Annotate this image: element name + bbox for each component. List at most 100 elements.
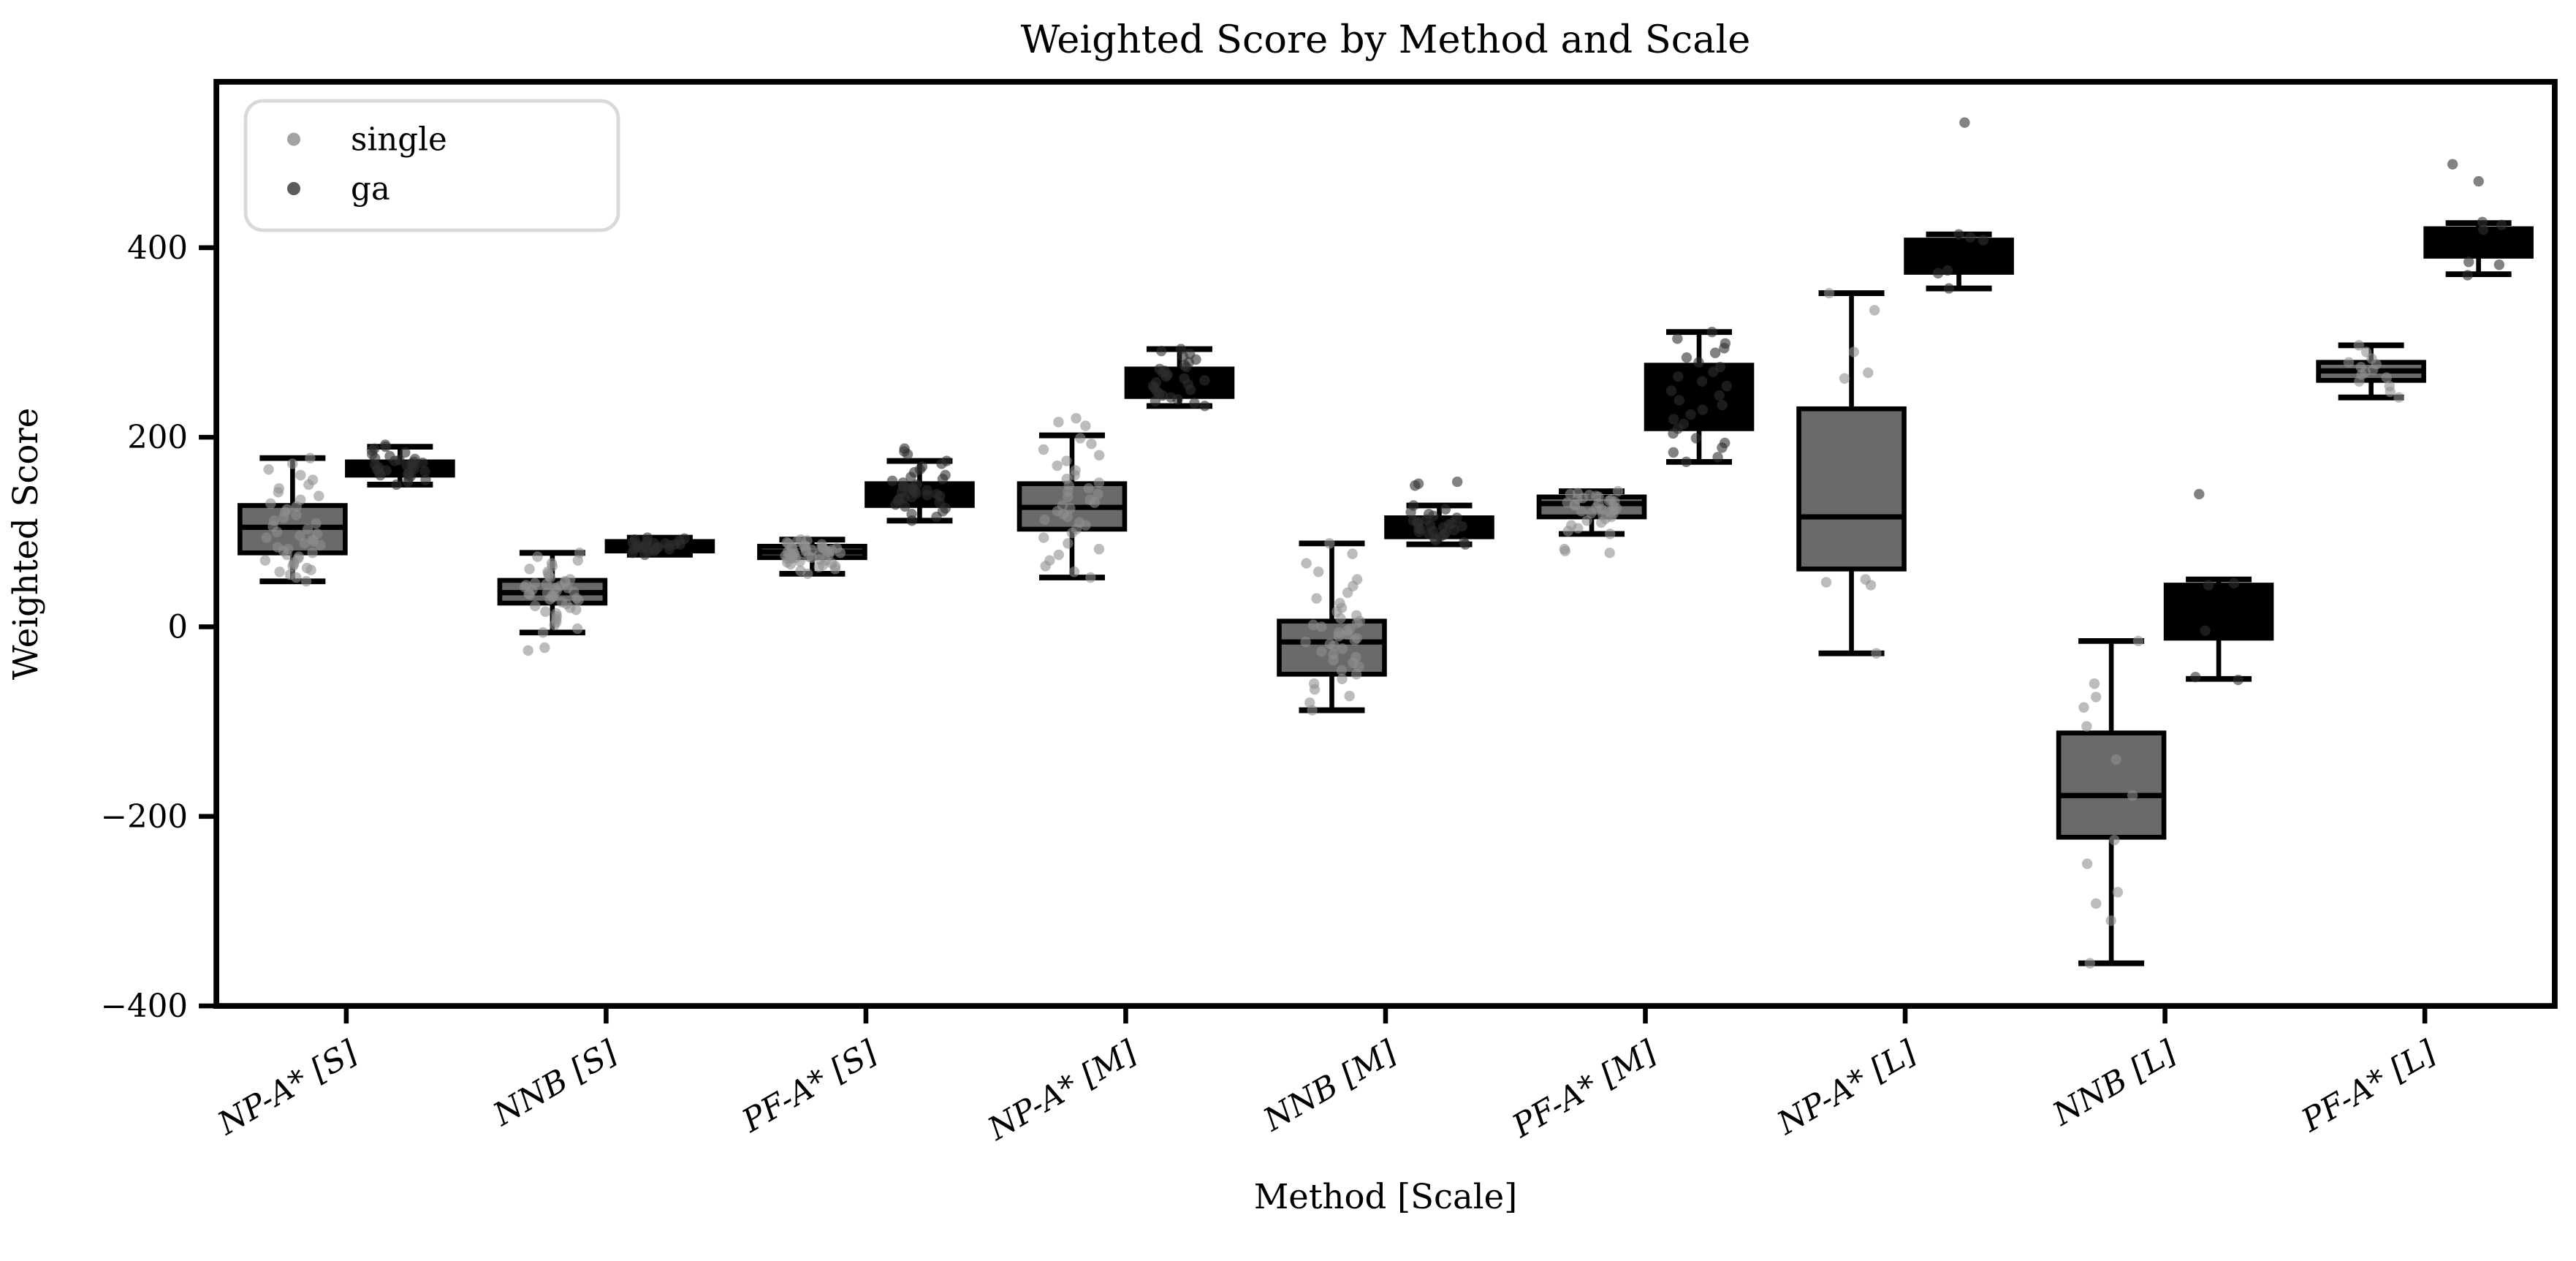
data-point	[2343, 357, 2355, 368]
x-tick-label: NP-A* [S]	[211, 1034, 364, 1143]
data-point	[2353, 340, 2365, 351]
iqr-box	[2056, 730, 2167, 840]
data-point	[1668, 447, 1679, 458]
box-ga-0	[345, 439, 455, 491]
data-point	[287, 458, 298, 469]
data-point	[300, 576, 312, 587]
data-point	[1084, 494, 1095, 505]
data-point	[307, 548, 318, 558]
data-point	[540, 606, 551, 617]
data-point	[2089, 678, 2100, 689]
data-point	[2190, 671, 2201, 683]
data-point	[261, 532, 272, 543]
data-point	[2194, 488, 2205, 500]
legend-label-single: single	[351, 122, 447, 159]
data-point	[265, 498, 276, 510]
data-point	[2447, 159, 2458, 170]
iqr-box	[2163, 583, 2274, 641]
data-point	[1612, 485, 1624, 497]
data-point	[2084, 958, 2096, 969]
data-point	[572, 623, 583, 635]
data-point	[1678, 418, 1690, 430]
iqr-box	[1796, 406, 1907, 572]
data-point	[539, 642, 550, 654]
data-point	[1820, 577, 1832, 588]
data-point	[1451, 476, 1463, 488]
data-point	[311, 518, 322, 529]
x-tick-label: NP-A* [L]	[1771, 1034, 1923, 1143]
data-point	[816, 539, 827, 550]
data-point	[911, 479, 922, 491]
data-point	[400, 447, 411, 458]
x-tick-label: PF-A* [L]	[2295, 1034, 2443, 1140]
data-point	[1308, 678, 1320, 689]
data-point	[1665, 385, 1677, 396]
data-point	[1093, 450, 1105, 461]
data-point	[2381, 372, 2392, 383]
data-point	[1690, 433, 1702, 444]
data-point	[1565, 520, 1577, 531]
data-point	[922, 485, 932, 496]
data-point	[1709, 347, 1721, 358]
data-point	[1304, 697, 1315, 708]
x-axis-label: Method [Scale]	[1254, 1177, 1518, 1216]
data-point	[1714, 390, 1725, 401]
data-point	[1693, 357, 1704, 368]
box-single-2	[757, 534, 867, 580]
box-single-8	[2316, 340, 2426, 403]
box-single-3	[1017, 412, 1128, 583]
data-point	[295, 469, 306, 481]
legend-marker-ga	[287, 182, 300, 195]
data-point	[2081, 721, 2092, 732]
data-point	[274, 567, 285, 578]
data-point	[2233, 674, 2243, 686]
y-tick-label: −200	[101, 799, 188, 836]
x-tick-label: NNB [S]	[487, 1034, 624, 1134]
data-point	[931, 488, 942, 500]
data-point	[1154, 363, 1165, 374]
data-point	[1865, 580, 1877, 591]
data-point	[1328, 648, 1339, 660]
legend-marker-single	[287, 132, 300, 146]
data-point	[1311, 593, 1322, 604]
data-point	[1423, 508, 1435, 520]
data-point	[1199, 401, 1210, 412]
series-ga	[345, 117, 2534, 686]
data-point	[1337, 643, 1348, 654]
data-point	[2110, 754, 2121, 765]
data-point	[1053, 417, 1064, 428]
data-point	[1604, 548, 1615, 558]
data-point	[2109, 834, 2120, 846]
data-point	[1823, 287, 1835, 299]
data-point	[2354, 376, 2365, 387]
box-single-7	[2056, 635, 2167, 969]
data-point	[1696, 376, 1708, 387]
data-point	[379, 439, 391, 450]
y-tick-label: 400	[127, 230, 188, 267]
data-point	[679, 533, 690, 545]
data-point	[1345, 623, 1356, 635]
data-point	[524, 564, 535, 575]
data-point	[391, 479, 402, 491]
data-point	[1199, 375, 1210, 386]
data-point	[1871, 648, 1882, 659]
data-point	[2105, 915, 2116, 926]
data-point	[1347, 548, 1358, 559]
data-point	[1604, 529, 1616, 539]
data-point	[1038, 532, 1049, 543]
series-single	[238, 287, 2426, 969]
data-point	[1953, 229, 1964, 240]
data-point	[1166, 392, 1177, 403]
data-point	[1606, 494, 1616, 505]
plot-frame	[213, 78, 2558, 1009]
data-point	[2462, 270, 2473, 281]
data-point	[1584, 490, 1595, 501]
data-point	[940, 469, 951, 481]
data-point	[293, 551, 305, 562]
box-single-4	[1277, 538, 1387, 716]
data-point	[417, 457, 428, 469]
data-point	[368, 443, 380, 454]
data-point	[1083, 482, 1094, 494]
data-point	[419, 466, 430, 477]
data-point	[284, 569, 296, 580]
